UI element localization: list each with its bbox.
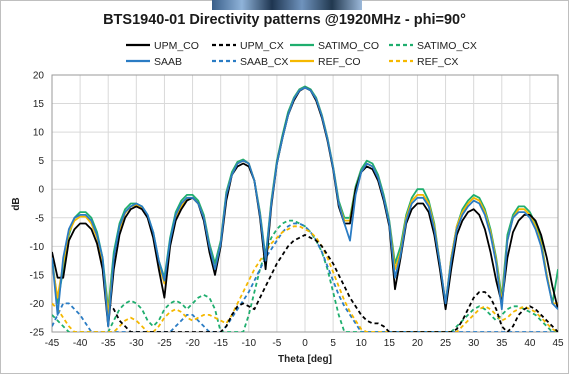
legend-label: UPM_CO	[154, 40, 199, 52]
legend-label: SAAB_CX	[240, 56, 288, 68]
y-tick-label: -5	[35, 213, 44, 224]
x-tick-label: 25	[440, 338, 452, 349]
legend: UPM_CO UPM_CX SATIMO_CO SATIMO_CX SAAB SAAB_C…	[126, 40, 477, 68]
x-tick-label: 30	[468, 338, 480, 349]
y-tick-label: 10	[33, 128, 45, 139]
series-line-upm-cx	[107, 234, 558, 332]
legend-label: SATIMO_CX	[417, 40, 477, 52]
legend-label: UPM_CX	[240, 40, 284, 52]
x-tick-label: -10	[242, 338, 257, 349]
x-tick-label: -45	[45, 338, 60, 349]
chart-title: BTS1940-01 Directivity patterns @1920MHz…	[103, 12, 466, 28]
legend-label: REF_CX	[417, 56, 458, 68]
x-tick-label: -20	[185, 338, 200, 349]
y-tick-label: 15	[33, 99, 45, 110]
x-tick-label: 20	[412, 338, 424, 349]
x-tick-label: 5	[330, 338, 336, 349]
y-tick-label: -25	[30, 328, 45, 339]
x-tick-label: 10	[356, 338, 368, 349]
x-tick-label: -30	[129, 338, 144, 349]
y-tick-label: 20	[33, 71, 45, 82]
y-tick-label: -10	[30, 242, 45, 253]
y-tick-label: 5	[38, 156, 44, 167]
legend-label: SAAB	[154, 56, 182, 68]
y-tick-label: -20	[30, 299, 45, 310]
legend-label: REF_CO	[318, 56, 361, 68]
ticks: -45 -40 -35 -30 -25 -20 -15 -10 -5 0 5 10 15 20 25 30 35…	[30, 71, 564, 350]
x-tick-label: 40	[524, 338, 536, 349]
x-tick-label: -40	[73, 338, 88, 349]
x-tick-label: 35	[496, 338, 508, 349]
y-tick-label: 0	[38, 185, 44, 196]
grid	[51, 74, 559, 333]
series-line-satimo-cx	[52, 219, 558, 332]
y-tick-label: -15	[30, 270, 45, 281]
y-axis-label: dB	[11, 197, 22, 210]
x-tick-label: -35	[101, 338, 116, 349]
plot-area-border	[51, 74, 559, 333]
x-tick-label: -15	[213, 338, 228, 349]
x-tick-label: 45	[552, 338, 564, 349]
series-group	[52, 85, 558, 332]
series-line-saab	[52, 86, 558, 328]
x-axis-label: Theta [deg]	[278, 354, 332, 365]
x-tick-label: -5	[272, 338, 281, 349]
x-tick-label: -25	[157, 338, 172, 349]
x-tick-label: 15	[384, 338, 396, 349]
legend-label: SATIMO_CO	[318, 40, 379, 52]
cropped-photo-strip	[212, 0, 362, 10]
x-tick-label: 0	[302, 338, 308, 349]
